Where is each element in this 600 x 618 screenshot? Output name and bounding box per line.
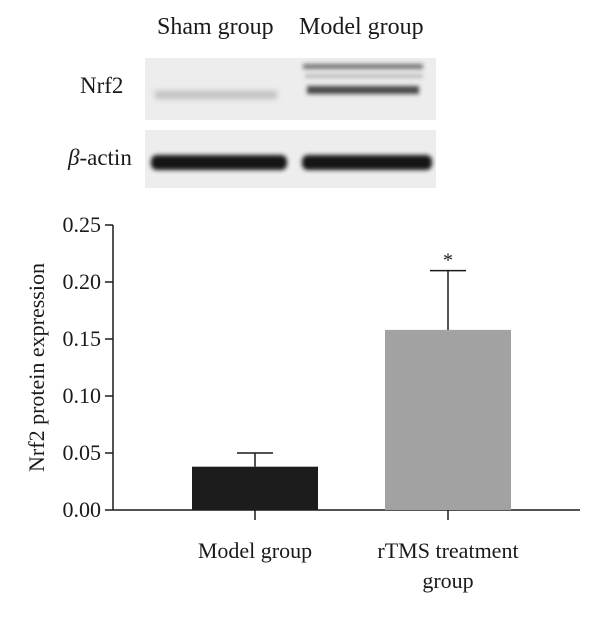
y-axis-title: Nrf2 protein expression bbox=[24, 263, 49, 472]
y-tick-label: 0.05 bbox=[63, 440, 102, 465]
bar bbox=[385, 329, 511, 510]
lane-label-sham: Sham group bbox=[157, 14, 274, 40]
x-tick-label: Model group bbox=[198, 538, 312, 563]
x-tick-label: group bbox=[422, 568, 473, 593]
nrf2-blot-image bbox=[145, 58, 436, 120]
y-tick-label: 0.25 bbox=[63, 212, 102, 237]
actin-text: -actin bbox=[79, 145, 132, 170]
x-tick-label: rTMS treatment bbox=[377, 538, 518, 563]
y-tick-label: 0.15 bbox=[63, 326, 102, 351]
nrf2-band-model-upper bbox=[303, 64, 423, 69]
bar-chart: 0.00 0.05 0.10 0.15 0.20 0.25 Nrf2 protein exp… bbox=[24, 212, 580, 593]
bar bbox=[192, 466, 318, 510]
actin-band-model bbox=[302, 155, 432, 170]
nrf2-band-sham bbox=[155, 91, 277, 99]
significance-marker: * bbox=[443, 250, 453, 272]
beta-symbol: β bbox=[68, 145, 80, 170]
nrf2-band-model-main bbox=[307, 86, 419, 94]
y-tick-label: 0.00 bbox=[63, 497, 102, 522]
blot-row-label-actin: β-actin bbox=[68, 145, 132, 171]
y-tick-label: 0.20 bbox=[63, 269, 102, 294]
y-tick-label: 0.10 bbox=[63, 383, 102, 408]
actin-band-sham bbox=[151, 155, 287, 170]
nrf2-band-model-mid bbox=[305, 74, 423, 78]
lane-label-model: Model group bbox=[299, 14, 424, 40]
blot-row-label-nrf2: Nrf2 bbox=[80, 73, 124, 98]
actin-blot-image bbox=[145, 130, 436, 188]
